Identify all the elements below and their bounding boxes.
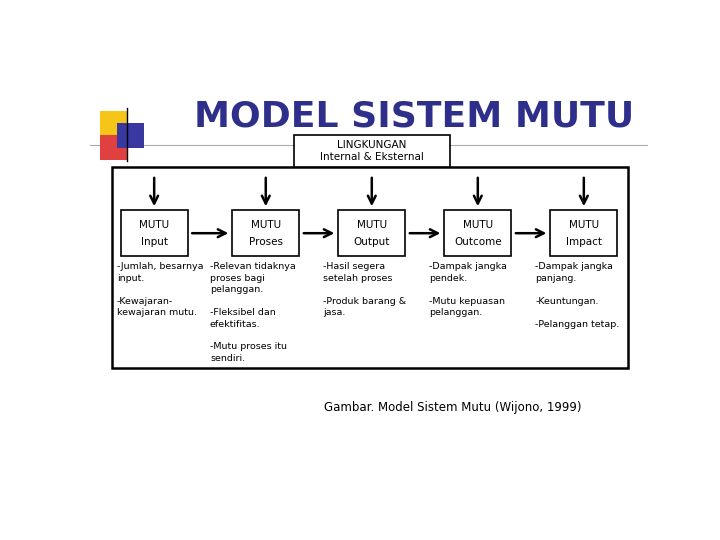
Text: MUTU: MUTU: [251, 220, 281, 230]
Bar: [112, 167, 629, 368]
Bar: [550, 211, 617, 256]
Bar: [294, 136, 450, 167]
Text: Output: Output: [354, 238, 390, 247]
Text: MODEL SISTEM MUTU: MODEL SISTEM MUTU: [194, 100, 634, 134]
Bar: [117, 123, 143, 148]
Bar: [100, 136, 127, 160]
Text: MUTU: MUTU: [139, 220, 169, 230]
Text: LINGKUNGAN
Internal & Eksternal: LINGKUNGAN Internal & Eksternal: [320, 140, 424, 162]
Bar: [121, 211, 188, 256]
Text: MUTU: MUTU: [463, 220, 493, 230]
Text: Proses: Proses: [249, 238, 283, 247]
Bar: [338, 211, 405, 256]
Text: -Dampak jangka
pendek.

-Mutu kepuasan
pelanggan.: -Dampak jangka pendek. -Mutu kepuasan pe…: [429, 262, 507, 317]
Bar: [233, 211, 300, 256]
Text: Gambar. Model Sistem Mutu (Wijono, 1999): Gambar. Model Sistem Mutu (Wijono, 1999): [324, 401, 582, 414]
Text: Input: Input: [140, 238, 168, 247]
Text: -Dampak jangka
panjang.

-Keuntungan.

-Pelanggan tetap.: -Dampak jangka panjang. -Keuntungan. -Pe…: [535, 262, 619, 328]
Text: -Jumlah, besarnya
input.

-Kewajaran-
kewajaran mutu.: -Jumlah, besarnya input. -Kewajaran- kew…: [117, 262, 203, 317]
Bar: [444, 211, 511, 256]
Text: MUTU: MUTU: [356, 220, 387, 230]
Text: Outcome: Outcome: [454, 238, 502, 247]
Text: MUTU: MUTU: [569, 220, 599, 230]
Bar: [100, 111, 127, 136]
Text: Impact: Impact: [566, 238, 602, 247]
Text: -Hasil segera
setelah proses

-Produk barang &
jasa.: -Hasil segera setelah proses -Produk bar…: [323, 262, 406, 317]
Text: -Relevan tidaknya
proses bagi
pelanggan.

-Fleksibel dan
efektifitas.

-Mutu pro: -Relevan tidaknya proses bagi pelanggan.…: [210, 262, 296, 363]
